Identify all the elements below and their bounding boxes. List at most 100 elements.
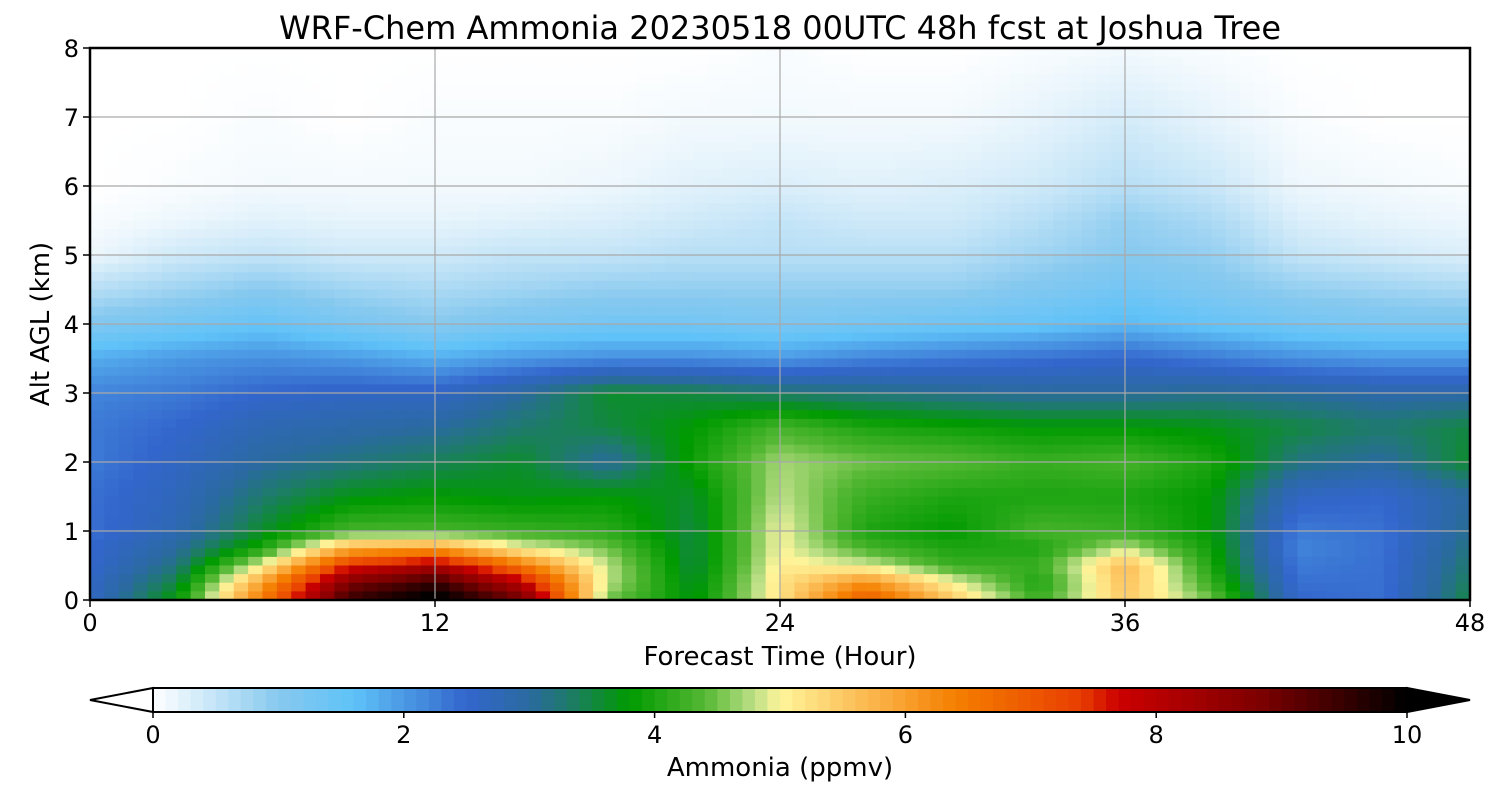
- heatmap-cell: [564, 229, 580, 239]
- heatmap-cell: [995, 91, 1011, 101]
- heatmap-cell: [564, 410, 580, 420]
- heatmap-cell: [693, 453, 709, 463]
- heatmap-cell: [1355, 384, 1370, 394]
- heatmap-cell: [535, 462, 551, 472]
- heatmap-cell: [1383, 125, 1399, 135]
- heatmap-cell: [679, 108, 695, 118]
- heatmap-cell: [449, 349, 465, 360]
- heatmap-cell: [219, 117, 235, 127]
- heatmap-cell: [794, 280, 810, 291]
- heatmap-cell: [1441, 99, 1457, 109]
- heatmap-cell: [1024, 393, 1040, 403]
- heatmap-cell: [1024, 91, 1040, 101]
- heatmap-cell: [923, 151, 939, 161]
- heatmap-cell: [866, 134, 882, 144]
- heatmap-cell: [1096, 324, 1112, 334]
- heatmap-cell: [593, 177, 609, 187]
- heatmap-cell: [1297, 462, 1313, 472]
- heatmap-cell: [449, 177, 465, 187]
- heatmap-cell: [320, 160, 335, 170]
- heatmap-cell: [248, 289, 264, 299]
- heatmap-cell: [578, 160, 594, 170]
- heatmap-cell: [506, 237, 522, 247]
- heatmap-cell: [1038, 315, 1054, 325]
- heatmap-cell: [1455, 280, 1470, 291]
- heatmap-cell: [837, 332, 853, 342]
- heatmap-cell: [736, 263, 752, 273]
- heatmap-cell: [808, 186, 824, 196]
- heatmap-cell: [521, 229, 537, 239]
- heatmap-cell: [1038, 125, 1054, 135]
- heatmap-cell: [320, 298, 335, 308]
- heatmap-cell: [276, 73, 292, 84]
- heatmap-cell: [1398, 99, 1414, 109]
- heatmap-cell: [305, 289, 321, 299]
- heatmap-cell: [1024, 341, 1040, 351]
- heatmap-cell: [320, 436, 335, 446]
- heatmap-cell: [1355, 367, 1370, 377]
- heatmap-cell: [1010, 427, 1025, 437]
- heatmap-cell: [219, 349, 235, 360]
- heatmap-cell: [693, 186, 709, 196]
- heatmap-cell: [449, 263, 465, 273]
- heatmap-cell: [1182, 160, 1198, 170]
- heatmap-cell: [780, 73, 795, 84]
- heatmap-cell: [851, 263, 867, 273]
- heatmap-cell: [636, 462, 652, 472]
- heatmap-cell: [765, 462, 781, 472]
- heatmap-cell: [276, 410, 292, 420]
- heatmap-cell: [1441, 306, 1457, 316]
- heatmap-cell: [406, 289, 422, 299]
- heatmap-cell: [1355, 298, 1370, 308]
- heatmap-cell: [1081, 125, 1097, 135]
- heatmap-cell: [607, 255, 623, 265]
- heatmap-cell: [104, 470, 120, 480]
- heatmap-cell: [1455, 358, 1470, 368]
- heatmap-cell: [550, 306, 565, 316]
- heatmap-cell: [1110, 298, 1126, 308]
- heatmap-cell: [938, 194, 954, 204]
- heatmap-cell: [1340, 384, 1356, 394]
- heatmap-cell: [693, 203, 709, 213]
- heatmap-cell: [1110, 125, 1126, 135]
- heatmap-cell: [118, 263, 134, 273]
- heatmap-cell: [248, 393, 264, 403]
- heatmap-cell: [161, 393, 177, 403]
- heatmap-cell: [1268, 246, 1284, 256]
- heatmap-cell: [1326, 220, 1342, 230]
- heatmap-cell: [780, 134, 795, 144]
- heatmap-cell: [262, 358, 278, 368]
- heatmap-cell: [190, 324, 206, 334]
- heatmap-cell: [1283, 427, 1299, 437]
- heatmap-cell: [837, 134, 853, 144]
- heatmap-cell: [334, 410, 350, 420]
- heatmap-cell: [1211, 479, 1227, 489]
- heatmap-cell: [1355, 211, 1370, 222]
- heatmap-cell: [506, 462, 522, 472]
- heatmap-cell: [1067, 487, 1083, 498]
- heatmap-cell: [1024, 263, 1040, 273]
- heatmap-cell: [1441, 246, 1457, 256]
- heatmap-cell: [851, 349, 867, 360]
- heatmap-cell: [578, 237, 594, 247]
- heatmap-cell: [1426, 384, 1442, 394]
- heatmap-cell: [1441, 272, 1457, 282]
- heatmap-cell: [1211, 315, 1227, 325]
- heatmap-cell: [1369, 203, 1385, 213]
- heatmap-cell: [1283, 151, 1299, 161]
- heatmap-cell: [262, 246, 278, 256]
- heatmap-cell: [334, 56, 350, 66]
- heatmap-cell: [1383, 91, 1399, 101]
- heatmap-cell: [492, 315, 508, 325]
- heatmap-cell: [1383, 177, 1399, 187]
- heatmap-cell: [478, 65, 494, 75]
- heatmap-cell: [1297, 453, 1313, 463]
- heatmap-cell: [118, 82, 134, 92]
- heatmap-cell: [607, 427, 623, 437]
- heatmap-cell: [1125, 151, 1140, 161]
- heatmap-cell: [794, 298, 810, 308]
- heatmap-cell: [938, 272, 954, 282]
- heatmap-cell: [851, 315, 867, 325]
- heatmap-cell: [377, 220, 393, 230]
- heatmap-cell: [233, 358, 249, 368]
